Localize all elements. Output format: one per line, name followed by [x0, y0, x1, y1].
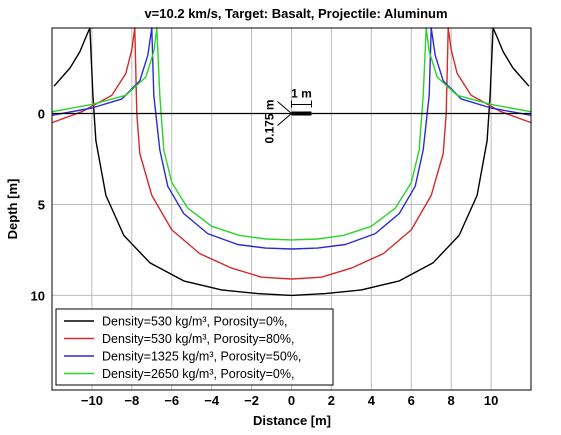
chart-title: v=10.2 km/s, Target: Basalt, Projectile:…: [144, 6, 447, 21]
series-line: [51, 27, 532, 250]
x-tick-label: −4: [204, 393, 220, 408]
legend-label: Density=530 kg/m³, Porosity=0%,: [102, 315, 288, 329]
y-axis-title: Depth [m]: [5, 179, 20, 240]
series-line: [51, 27, 532, 280]
scale-label-0175m: 0.175 m: [263, 99, 277, 143]
x-tick-label: 0: [288, 393, 295, 408]
series-line: [53, 27, 530, 297]
x-tick-label: 8: [448, 393, 455, 408]
y-tick-label: 5: [38, 197, 45, 212]
series-line: [51, 27, 532, 241]
x-tick-label: 4: [368, 393, 376, 408]
legend-box: [55, 308, 334, 386]
legend-label: Density=530 kg/m³, Porosity=80%,: [102, 332, 294, 346]
scale-bar-diagonal: [277, 113, 292, 126]
x-tick-labels: −10 −8 −6 −4 −2 0 2 4 6 8 10: [81, 393, 498, 408]
x-axis-title: Distance [m]: [253, 413, 331, 428]
y-tick-label: 0: [38, 106, 45, 121]
series-layer: [51, 27, 532, 297]
x-tick-label: −6: [164, 393, 179, 408]
y-tick-labels: 0 5 10: [31, 106, 45, 303]
scale-label-1m: 1 m: [291, 86, 312, 100]
scale-bar-diagonal: [277, 101, 292, 114]
x-tick-label: −8: [124, 393, 139, 408]
legend-label: Density=2650 kg/m³, Porosity=0%,: [102, 367, 294, 381]
y-tick-label: 10: [31, 288, 45, 303]
legend-label: Density=1325 kg/m³, Porosity=50%,: [102, 350, 301, 364]
x-tick-label: 10: [484, 393, 498, 408]
plot-frame: [51, 27, 532, 391]
legend: Density=530 kg/m³, Porosity=0%, Density=5…: [55, 308, 334, 386]
x-tick-label: 6: [408, 393, 415, 408]
x-tick-label: 2: [328, 393, 335, 408]
x-tick-label: −2: [244, 393, 259, 408]
x-tick-label: −10: [81, 393, 103, 408]
scale-annotations: 1 m 0.175 m: [263, 86, 312, 144]
